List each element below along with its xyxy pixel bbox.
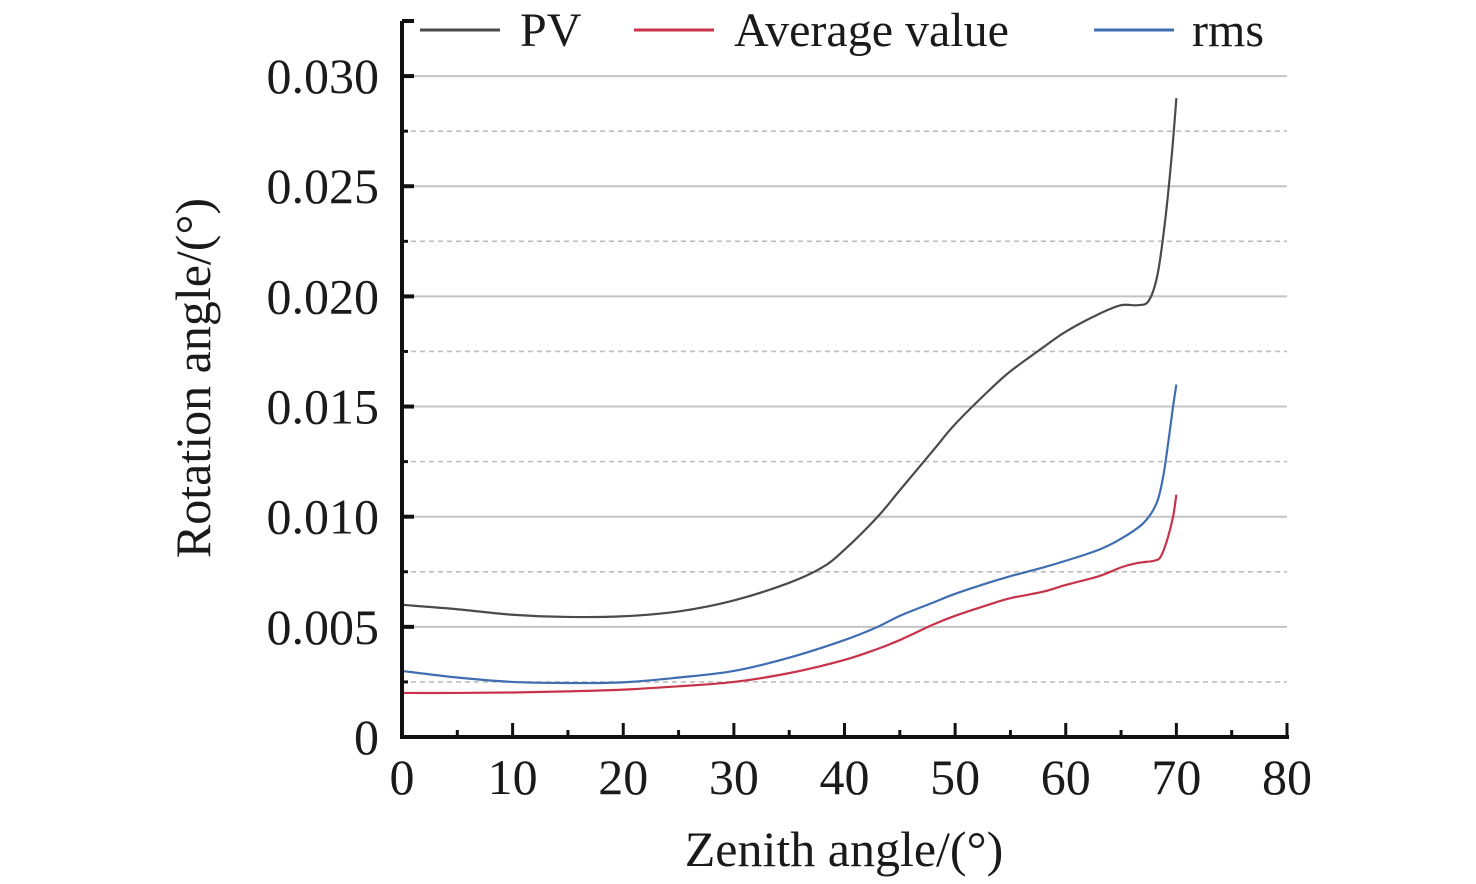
x-tick-label: 10 bbox=[488, 749, 538, 805]
x-tick-label: 0 bbox=[390, 749, 415, 805]
axes bbox=[400, 19, 1289, 739]
x-tick-label: 70 bbox=[1151, 749, 1201, 805]
y-tick-label: 0 bbox=[354, 709, 379, 765]
x-axis-title: Zenith angle/(°) bbox=[685, 821, 1003, 877]
legend-label: Average value bbox=[734, 4, 1009, 57]
x-tick-label: 50 bbox=[930, 749, 980, 805]
y-tick-label: 0.030 bbox=[267, 48, 380, 104]
legend: PV Average value rms bbox=[420, 4, 1264, 57]
y-tick-label: 0.015 bbox=[267, 379, 380, 435]
x-tick-label: 30 bbox=[709, 749, 759, 805]
legend-label: PV bbox=[520, 4, 582, 57]
y-tick-label: 0.010 bbox=[267, 489, 380, 545]
series-line-rms bbox=[401, 384, 1178, 685]
series-line-average-value bbox=[401, 494, 1178, 695]
y-tick-label: 0.005 bbox=[267, 599, 380, 655]
y-tick-label: 0.020 bbox=[267, 268, 380, 324]
y-axis-title: Rotation angle/(°) bbox=[165, 198, 221, 558]
x-tick-label: 60 bbox=[1041, 749, 1091, 805]
tick-labels: 0 10 20 30 40 50 60 70 80 0 0.005 0.010 0.015 0.020 0.… bbox=[267, 48, 1313, 805]
series-lines bbox=[401, 98, 1178, 695]
y-tick-label: 0.025 bbox=[267, 158, 380, 214]
series-line-pv bbox=[401, 98, 1178, 619]
x-tick-label: 20 bbox=[598, 749, 648, 805]
gridlines bbox=[402, 75, 1287, 683]
legend-label: rms bbox=[1192, 4, 1264, 57]
x-tick-label: 40 bbox=[820, 749, 870, 805]
x-tick-label: 80 bbox=[1262, 749, 1312, 805]
